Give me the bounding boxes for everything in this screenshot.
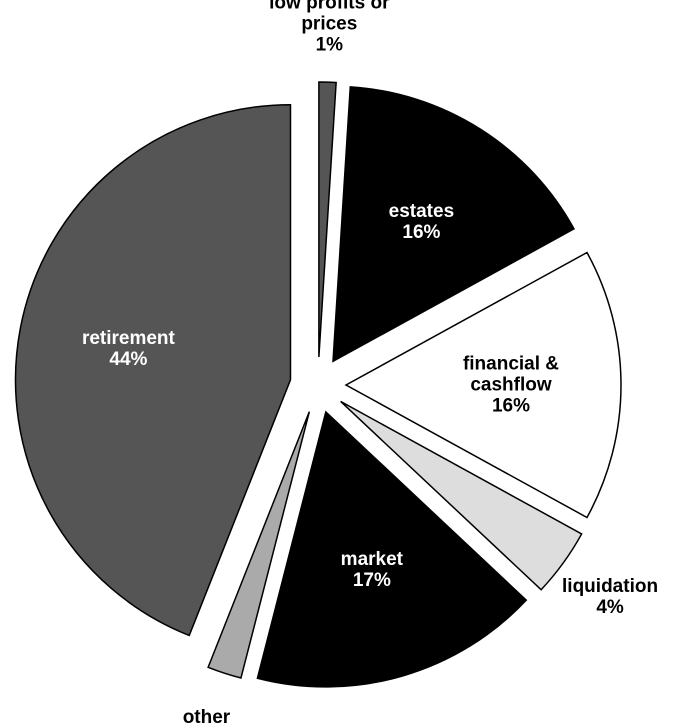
category-label: retirement <box>81 327 175 349</box>
slice-label: retirement 44% <box>63 328 193 370</box>
slice-label: other2% <box>141 707 271 728</box>
category-label: low profits or prices <box>269 0 390 35</box>
pie-slice <box>207 411 311 679</box>
slice-label: liquidation 4% <box>545 576 675 618</box>
category-label: liquidation <box>562 576 659 598</box>
pie-slice <box>344 251 622 519</box>
pie-slice <box>340 400 583 591</box>
slice-label: estates 16% <box>356 201 486 243</box>
value-label: 16% <box>402 222 441 244</box>
value-label: 1% <box>315 34 344 56</box>
pie-slice <box>256 410 528 688</box>
value-label: 44% <box>109 348 148 370</box>
slice-label: market 17% <box>307 549 437 591</box>
category-label: estates <box>388 201 455 223</box>
value-label: 17% <box>352 570 391 592</box>
pie-slice <box>318 81 337 358</box>
category-label: other <box>182 707 231 728</box>
pie-slice <box>14 104 292 637</box>
slice-label: financial & cashflow 16% <box>446 354 576 417</box>
value-label: 4% <box>596 597 624 619</box>
category-label: financial & cashflow <box>462 353 560 396</box>
category-label: market <box>340 549 403 571</box>
value-label: 16% <box>491 395 531 417</box>
slice-label: low profits or prices 1% <box>264 0 394 56</box>
pie-slice <box>332 86 576 363</box>
